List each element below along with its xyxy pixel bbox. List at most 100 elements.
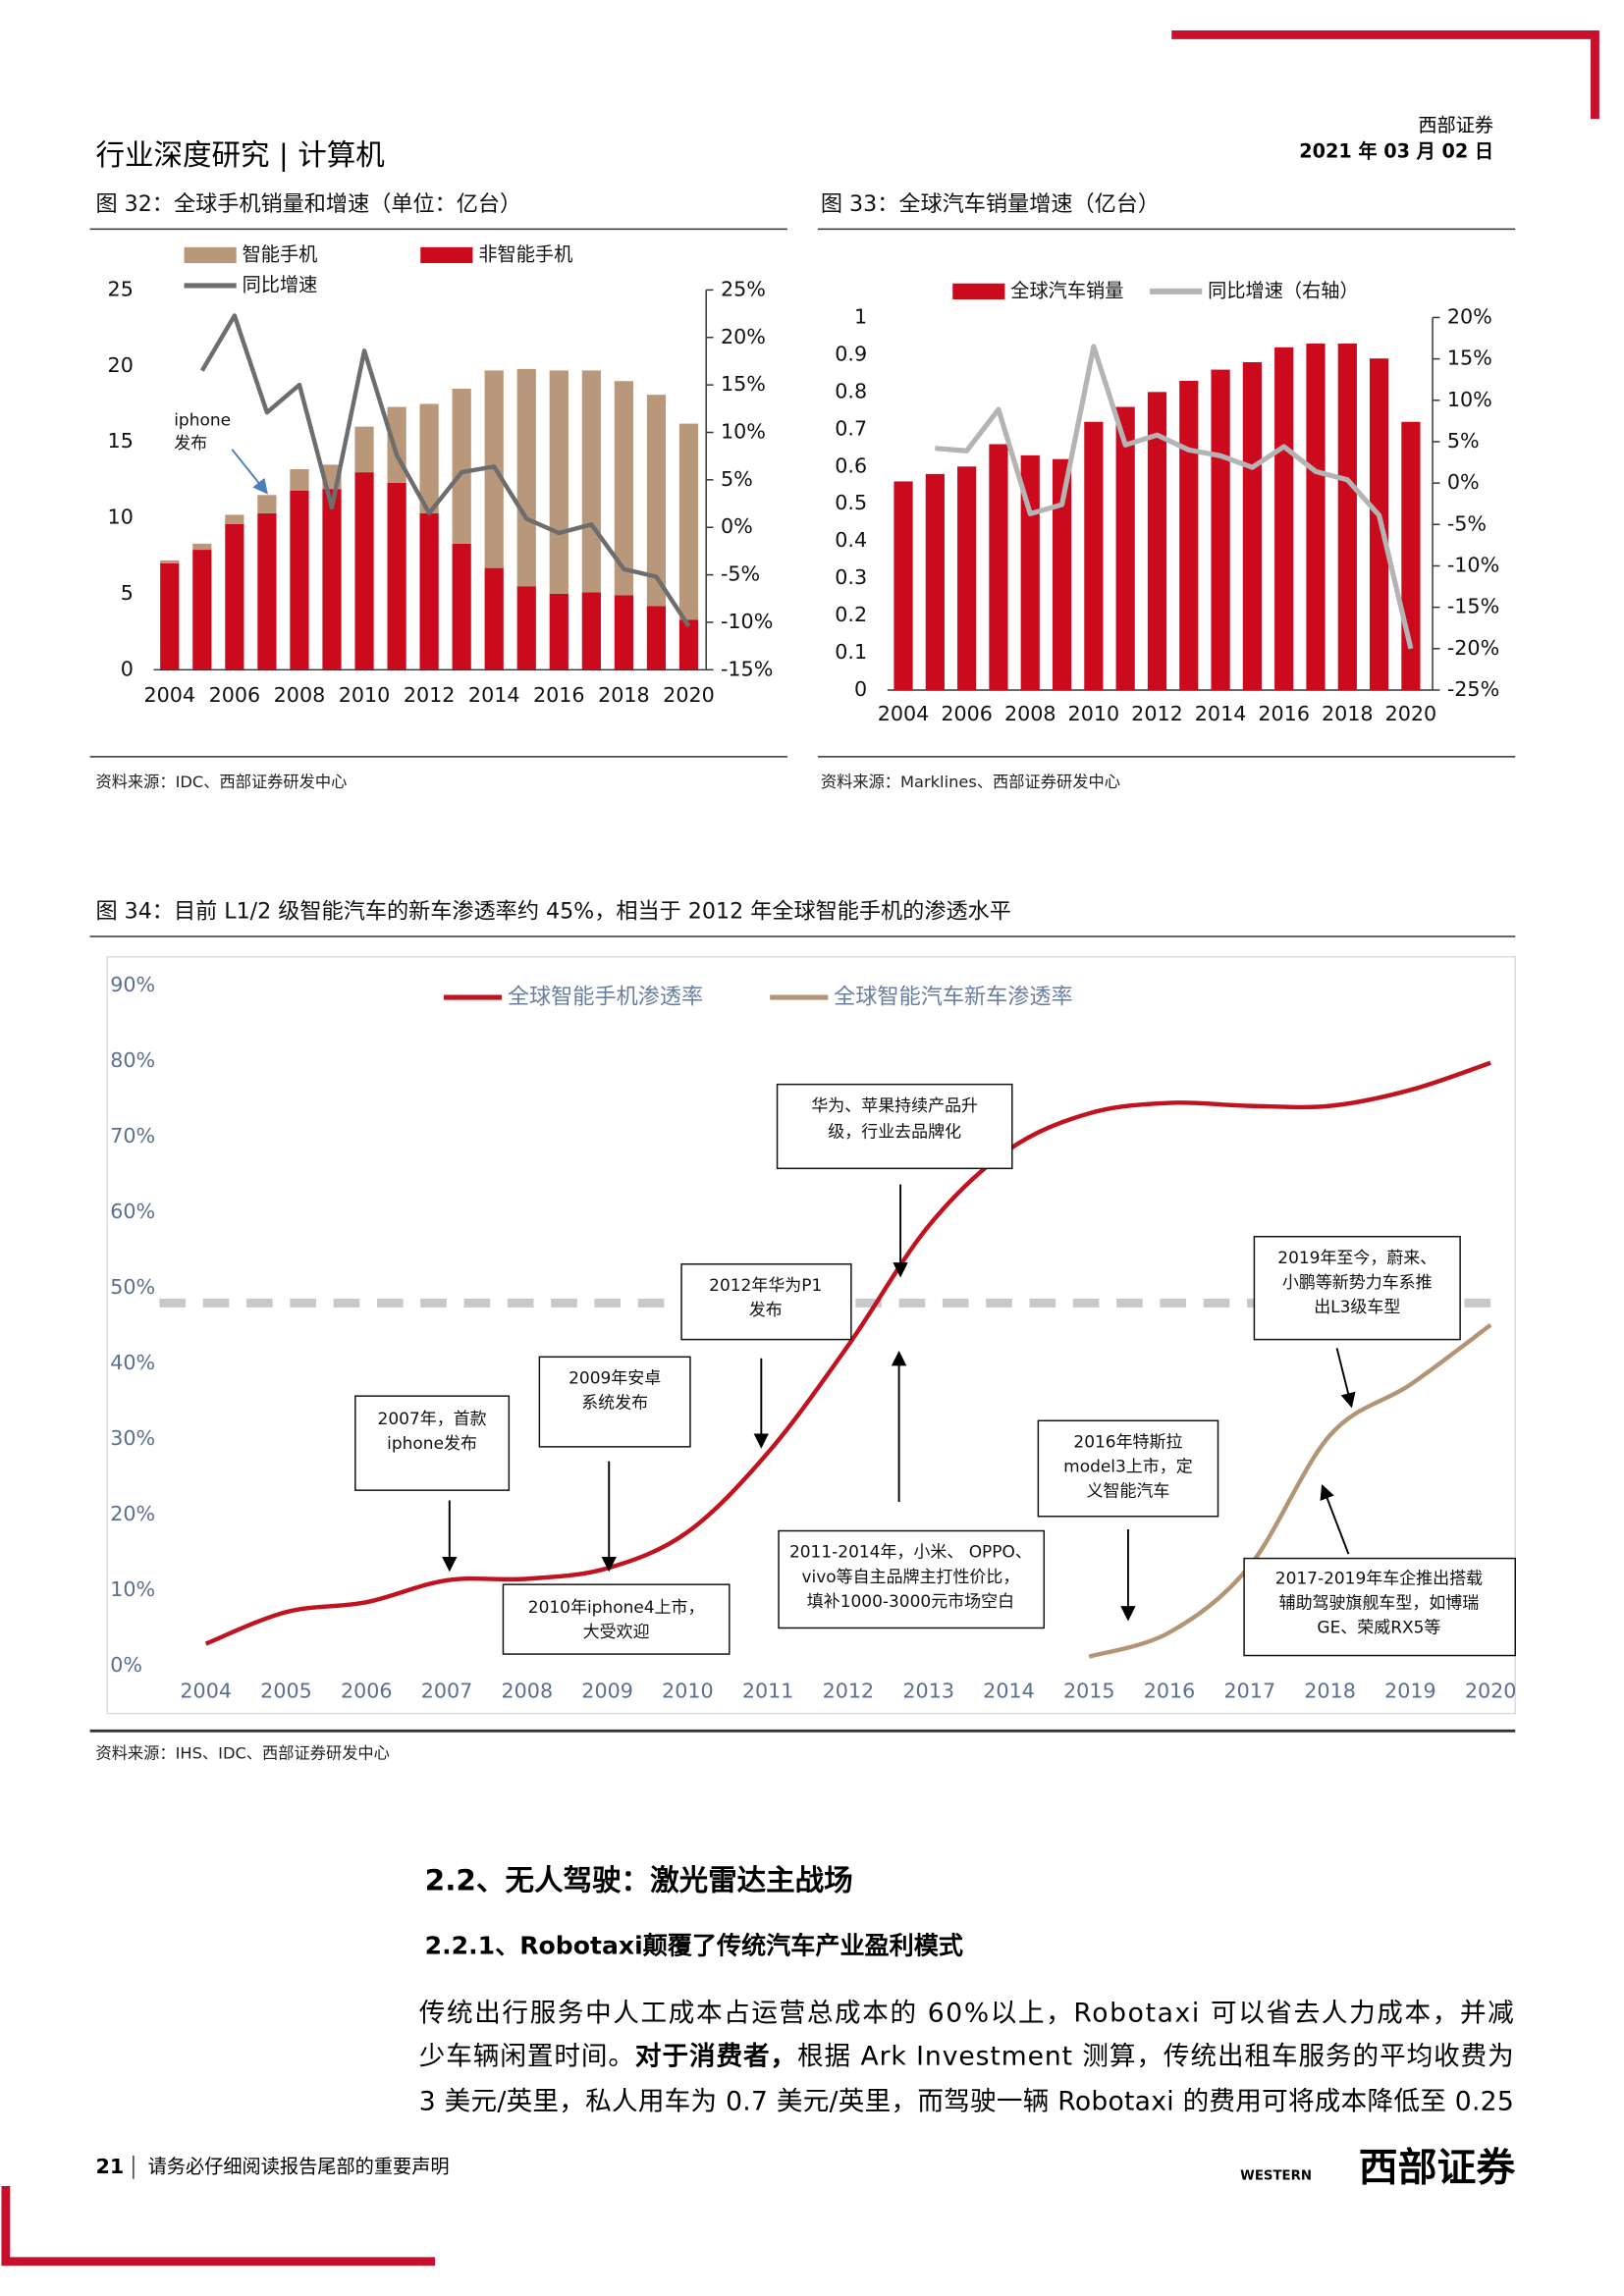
annotation-box [1243, 1557, 1516, 1657]
bar [581, 370, 601, 593]
legend-label: 全球智能手机渗透率 [508, 985, 703, 1010]
annotation-box [778, 1529, 1046, 1629]
y2-tick-label: -15% [721, 657, 773, 680]
x-tick-label: 2006 [341, 1679, 393, 1702]
y-tick-label: 0.3 [835, 565, 867, 589]
y-tick-label: 20% [110, 1502, 155, 1525]
bar [614, 595, 633, 670]
y2-tick-label: 0% [721, 514, 753, 538]
legend-label: 非智能手机 [478, 242, 572, 265]
y2-tick-label: 5% [1447, 429, 1480, 453]
x-tick-label: 2014 [468, 683, 520, 707]
logo-chinese: 西部证券 [1359, 2145, 1517, 2190]
text-run-bold: 对于消费者， [635, 2041, 796, 2071]
header-accent [1171, 30, 1599, 120]
y2-tick-label: -15% [1447, 595, 1499, 618]
x-tick-label: 2020 [1465, 1679, 1517, 1702]
bar [160, 560, 180, 563]
source-note: 资料来源：IHS、IDC、西部证券研发中心 [95, 1743, 389, 1762]
legend-swatch [952, 283, 1005, 299]
bar [452, 388, 471, 544]
x-tick-label: 2006 [941, 702, 993, 725]
annotation-text: 2017-2019年车企推出搭载 [1275, 1569, 1483, 1588]
y-tick-label: 90% [110, 973, 155, 996]
annotation-text: vivo等自主品牌主打性价比， [801, 1568, 1019, 1587]
annotation-arrow [1335, 1348, 1356, 1409]
report-category: 行业深度研究 | 计算机 [95, 138, 384, 173]
x-tick-label: 2018 [1322, 702, 1374, 725]
annotation-text: model3上市，定 [1063, 1458, 1193, 1477]
x-tick-label: 2012 [404, 683, 456, 707]
x-tick-label: 2020 [663, 683, 715, 707]
text-run: 少车辆闲置时间。 [419, 2041, 634, 2071]
x-tick-label: 2010 [662, 1679, 714, 1702]
annotation-text: 2012年华为P1 [709, 1276, 822, 1296]
x-tick-label: 2010 [1068, 702, 1120, 725]
figure-title: 图 34：目前 L1/2 级智能汽车的新车渗透率约 45%，相当于 2012 年… [95, 898, 1010, 924]
annotation-text: 发布 [749, 1301, 783, 1320]
bar [893, 481, 913, 690]
annotation-text: 2016年特斯拉 [1073, 1432, 1182, 1452]
bar [354, 472, 374, 670]
annotation-text: GE、荣威RX5等 [1317, 1618, 1440, 1637]
y-tick-label: 0.6 [835, 454, 867, 477]
y-tick-label: 50% [110, 1275, 155, 1299]
x-tick-label: 2008 [274, 683, 326, 707]
bar [581, 592, 601, 670]
annotation-box [538, 1356, 691, 1448]
x-tick-label: 2011 [742, 1679, 794, 1702]
y-tick-label: 20 [108, 353, 134, 377]
annotation-text: 2007年，首款 [378, 1410, 487, 1429]
y2-tick-label: -20% [1447, 636, 1499, 660]
annotation-text: 义智能汽车 [1087, 1482, 1170, 1502]
y-tick-label: 0.9 [835, 342, 867, 365]
y2-tick-label: 20% [721, 325, 766, 348]
annotation-box [680, 1263, 852, 1341]
x-tick-label: 2006 [209, 683, 261, 707]
bar [1115, 406, 1135, 690]
x-tick-label: 2016 [1258, 702, 1310, 725]
y2-tick-label: -10% [721, 610, 773, 633]
y-tick-label: 60% [110, 1200, 155, 1223]
annotation-text: 系统发布 [581, 1394, 648, 1414]
paragraph-line: 少车辆闲置时间。对于消费者，根据 Ark Investment 测算，传统出租车… [419, 2041, 1514, 2071]
figure-title: 图 33：全球汽车销量增速（亿台） [821, 191, 1160, 217]
y-tick-label: 0.4 [835, 528, 867, 552]
y-tick-label: 1 [854, 304, 867, 328]
bar [419, 512, 439, 670]
bar [192, 543, 212, 551]
x-tick-label: 2007 [421, 1679, 473, 1702]
legend-swatch [184, 246, 237, 264]
annotation-text: 出L3级车型 [1314, 1298, 1400, 1317]
annotation-text: 2019年至今，蔚来、 [1277, 1249, 1436, 1268]
bar [257, 512, 277, 670]
y2-tick-label: 20% [1447, 304, 1492, 328]
x-tick-label: 2020 [1385, 702, 1437, 725]
bar [549, 370, 568, 594]
series-line [199, 313, 691, 628]
paragraph-line: 3 美元/英里，私人用车为 0.7 美元/英里，而驾驶一辆 Robotaxi 的… [419, 2086, 1514, 2116]
bar [1084, 421, 1104, 690]
annotation-text: 2009年安卓 [568, 1368, 661, 1388]
bar [1147, 392, 1167, 690]
x-tick-label: 2018 [598, 683, 650, 707]
legend-label: 全球汽车销量 [1010, 279, 1123, 301]
y2-tick-label: 10% [1447, 388, 1492, 411]
annotation-text: 华为、苹果持续产品升 [811, 1096, 978, 1116]
annotation-text: 小鹏等新势力车系推 [1282, 1273, 1433, 1293]
source-note: 资料来源：Marklines、西部证券研发中心 [821, 773, 1120, 791]
y-tick-label: 10% [110, 1577, 155, 1601]
x-tick-label: 2014 [983, 1679, 1035, 1702]
y2-tick-label: 15% [721, 372, 766, 396]
y2-tick-label: 10% [721, 419, 766, 443]
figure-title: 图 32：全球手机销量和增速（单位：亿台） [95, 191, 521, 217]
y-tick-label: 80% [110, 1048, 155, 1072]
x-tick-label: 2015 [1063, 1679, 1115, 1702]
y2-tick-label: -5% [1447, 511, 1487, 535]
x-tick-label: 2016 [1144, 1679, 1196, 1702]
x-tick-label: 2004 [180, 1679, 232, 1702]
bar [957, 466, 977, 690]
report-date: 2021 年 03 月 02 日 [1299, 140, 1493, 163]
series-line [1088, 1323, 1492, 1659]
